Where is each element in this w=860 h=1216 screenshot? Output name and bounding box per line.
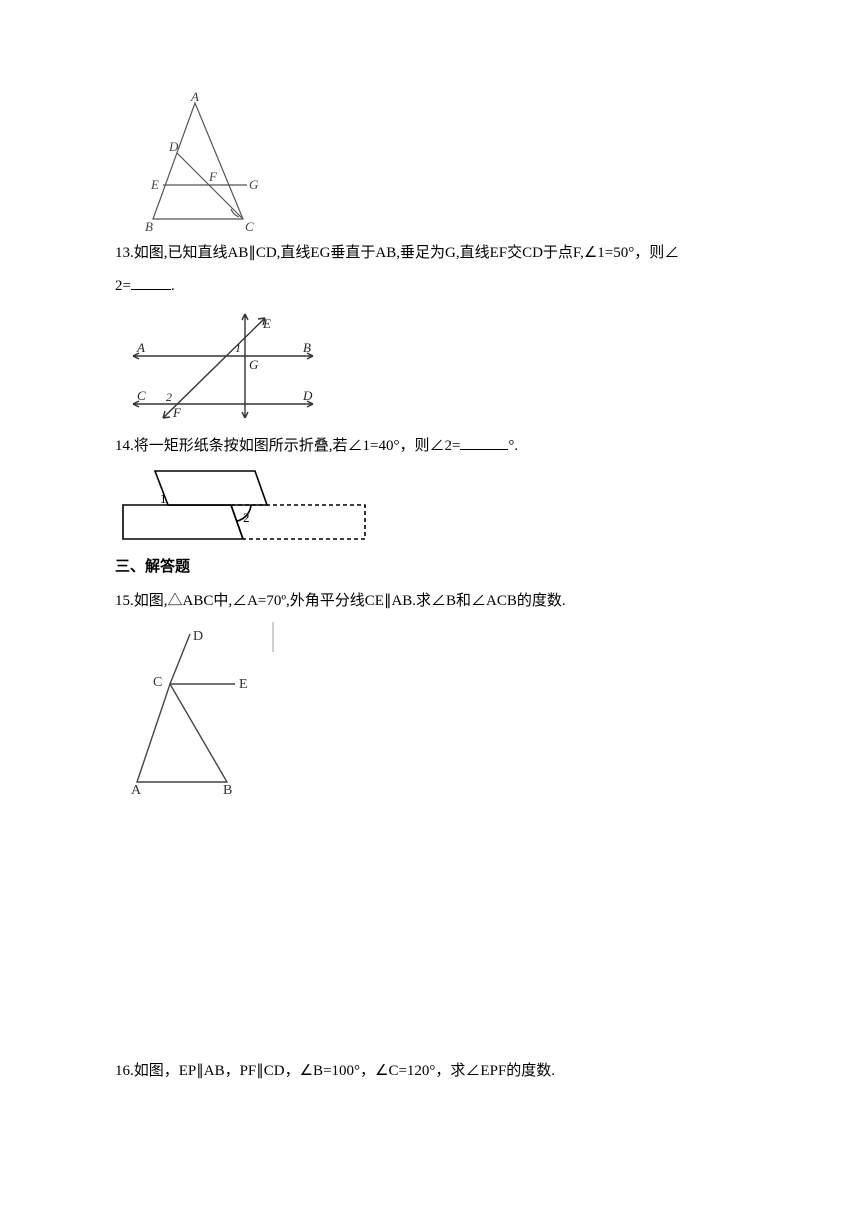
label-1: 1 (160, 491, 167, 506)
label-D: D (302, 388, 313, 403)
q14-text-b: °. (508, 438, 518, 454)
q14-line: 14.将一矩形纸条按如图所示折叠,若∠1=40°，则∠2= °. (115, 432, 745, 461)
parallel-lines-diagram: A B C D E F G 1 2 (115, 306, 325, 426)
figure-q15: A B C D E (115, 622, 745, 797)
label-D: D (193, 629, 203, 644)
q13-line2: 2=. (115, 272, 745, 301)
label-F: F (172, 405, 182, 420)
q13-text-c: . (171, 278, 175, 294)
label-A: A (136, 340, 145, 355)
fold-diagram: 1 2 (115, 467, 375, 547)
figure-q14: 1 2 (115, 467, 745, 547)
section-3-title: 三、解答题 (115, 553, 745, 582)
q13-text-a: 13.如图,已知直线AB∥CD,直线EG垂直于AB,垂足为G,直线EF交CD于点… (115, 245, 679, 261)
label-C: C (137, 388, 146, 403)
label-B: B (145, 219, 153, 233)
label-B: B (303, 340, 311, 355)
label-E: E (150, 177, 159, 192)
label-A: A (190, 91, 199, 104)
label-F: F (208, 169, 218, 184)
q16-text: 16.如图，EP∥AB，PF∥CD，∠B=100°，∠C=120°，求∠EPF的… (115, 1057, 745, 1086)
label-2: 2 (166, 390, 172, 404)
label-G: G (249, 357, 259, 372)
label-E: E (262, 316, 271, 331)
label-A: A (131, 783, 142, 797)
label-G: G (249, 177, 259, 192)
label-E: E (239, 677, 248, 692)
q14-blank (460, 435, 508, 450)
q15-text: 15.如图,△ABC中,∠A=70º,外角平分线CE∥AB.求∠B和∠ACB的度… (115, 587, 745, 616)
q14-text-a: 14.将一矩形纸条按如图所示折叠,若∠1=40°，则∠2= (115, 438, 460, 454)
figure-q12: A D E F G B C (115, 91, 745, 233)
label-D: D (168, 139, 179, 154)
label-C: C (153, 675, 162, 690)
figure-q13: A B C D E F G 1 2 (115, 306, 745, 426)
label-B: B (223, 783, 232, 797)
triangle-diagram-2: A B C D E (115, 622, 280, 797)
label-2: 2 (243, 510, 250, 525)
q13-line1: 13.如图,已知直线AB∥CD,直线EG垂直于AB,垂足为G,直线EF交CD于点… (115, 239, 745, 268)
q13-blank (131, 275, 171, 290)
label-C: C (245, 219, 254, 233)
label-1: 1 (235, 341, 241, 355)
triangle-diagram-1: A D E F G B C (115, 91, 275, 233)
blank-space (115, 803, 745, 1053)
q13-text-b: 2= (115, 278, 131, 294)
